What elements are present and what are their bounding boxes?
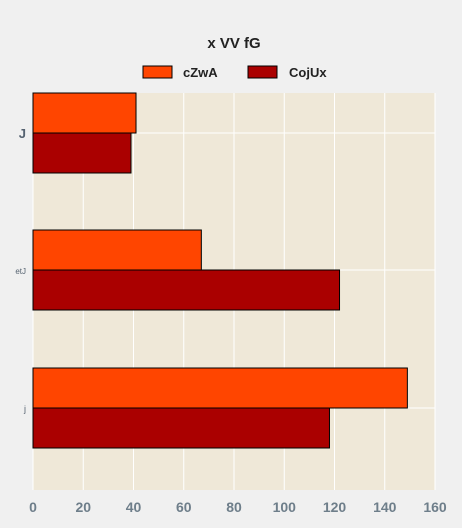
x-tick-label: 60 — [176, 499, 192, 515]
y-tick-label-etj: etJ — [15, 267, 26, 276]
bar-czwa-etj-1 — [32, 229, 202, 271]
x-tick-label: 80 — [226, 499, 242, 515]
bar-cojux-etj-1 — [32, 269, 341, 311]
x-tick-label: 40 — [126, 499, 142, 515]
legend-label-cojux: CojUx — [289, 65, 327, 80]
legend: cZwA CojUx — [142, 65, 327, 80]
bar-czwa-j-0 — [32, 92, 137, 134]
legend-label-czwa: cZwA — [183, 65, 218, 80]
bar-cojux-j-2 — [32, 407, 330, 449]
y-tick-label-j-upper: J — [19, 126, 26, 141]
x-tick-label: 120 — [323, 499, 347, 515]
y-tick-label-j-lower: j — [23, 404, 26, 414]
bars — [32, 92, 408, 449]
x-tick-label: 140 — [373, 499, 397, 515]
chart-title: x VV fG — [207, 35, 260, 52]
x-axis-ticks: 0 20 40 60 80 100 120 140 160 — [29, 499, 447, 515]
legend-swatch-czwa — [142, 65, 173, 79]
legend-swatch-cojux — [247, 65, 278, 79]
bar-cojux-j-0 — [32, 132, 132, 174]
x-tick-label: 20 — [75, 499, 91, 515]
x-tick-label: 100 — [273, 499, 297, 515]
x-tick-label: 0 — [29, 499, 37, 515]
bar-czwa-j-2 — [32, 367, 408, 409]
y-axis-ticks: J etJ j — [15, 126, 26, 414]
x-tick-label: 160 — [423, 499, 447, 515]
